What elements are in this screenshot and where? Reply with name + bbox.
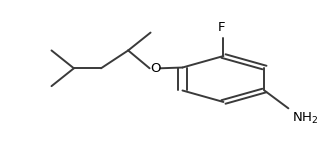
Text: O: O — [150, 62, 161, 75]
Text: NH$_2$: NH$_2$ — [292, 111, 319, 126]
Text: F: F — [218, 21, 226, 33]
